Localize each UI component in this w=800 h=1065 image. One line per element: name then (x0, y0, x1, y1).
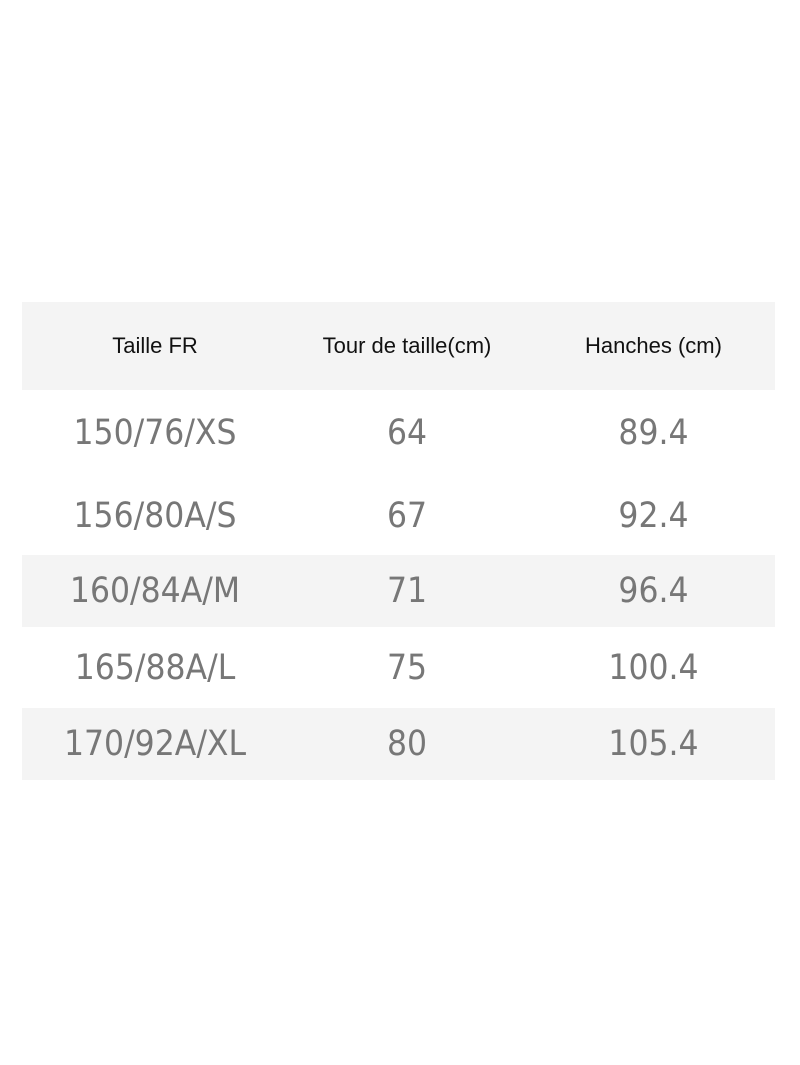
header-hips: Hanches (cm) (585, 333, 722, 358)
size-chart-table: Taille FR Tour de taille(cm) Hanches (cm… (22, 302, 775, 780)
table-row: 156/80A/S 67 92.4 (22, 476, 775, 555)
table-row: 150/76/XS 64 89.4 (22, 390, 775, 476)
cell-waist: 80 (386, 724, 428, 764)
cell-size: 165/88A/L (74, 647, 236, 688)
cell-size: 160/84A/M (69, 571, 241, 611)
cell-hips: 100.4 (608, 647, 699, 688)
cell-waist: 64 (386, 413, 428, 453)
cell-size: 150/76/XS (73, 413, 237, 453)
table-row: 170/92A/XL 80 105.4 (22, 708, 775, 780)
cell-size: 170/92A/XL (63, 724, 247, 764)
cell-waist: 67 (386, 495, 428, 536)
table-row: 165/88A/L 75 100.4 (22, 627, 775, 708)
cell-waist: 71 (386, 571, 428, 611)
cell-waist: 75 (386, 647, 428, 688)
header-waist: Tour de taille(cm) (322, 333, 492, 358)
cell-hips: 92.4 (618, 495, 689, 536)
cell-hips: 89.4 (618, 413, 689, 453)
table-header-row: Taille FR Tour de taille(cm) Hanches (cm… (22, 302, 775, 390)
cell-size: 156/80A/S (73, 495, 237, 536)
cell-hips: 105.4 (608, 724, 699, 764)
cell-hips: 96.4 (618, 571, 689, 611)
header-size: Taille FR (112, 333, 198, 358)
table-row: 160/84A/M 71 96.4 (22, 555, 775, 627)
